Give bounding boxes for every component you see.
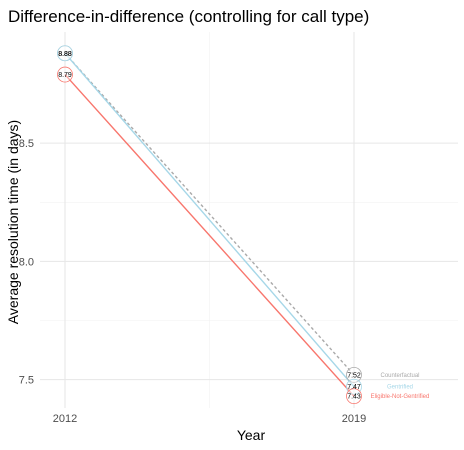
data-point: [57, 45, 73, 62]
series-name-label: Counterfactual: [380, 373, 419, 379]
y-tick-label: 8.5: [19, 138, 34, 150]
data-point: [57, 66, 73, 83]
data-point: [346, 378, 362, 395]
series-line: [64, 74, 355, 397]
series-name-label: Gentrified: [387, 385, 413, 391]
data-label: 7.52: [347, 372, 361, 379]
data-point: [346, 366, 362, 383]
x-axis-title: Year: [237, 427, 266, 443]
x-tick-label: 2019: [342, 413, 366, 425]
data-label: 8.88: [58, 51, 72, 58]
chart-title: Difference-in-difference (controlling fo…: [8, 7, 369, 26]
y-tick-label: 8.0: [19, 256, 34, 268]
data-label: 7.43: [347, 394, 361, 401]
chart-marks: 8.887.528.887.478.797.43CounterfactualGe…: [57, 45, 430, 405]
grid: 7.5 8.0 8.5 2012 2019: [19, 32, 458, 425]
y-tick-label: 7.5: [19, 375, 34, 387]
data-label: 7.47: [347, 384, 361, 391]
data-label: 8.88: [58, 51, 72, 58]
series-name-label: Eligible-Not-Gentrified: [371, 394, 430, 400]
series-line: [64, 52, 355, 388]
data-label: 8.79: [58, 72, 72, 79]
y-axis-title: Average resolution time (in days): [5, 120, 21, 324]
series-line: [64, 52, 355, 376]
x-tick-label: 2012: [53, 413, 77, 425]
data-point: [346, 388, 362, 405]
